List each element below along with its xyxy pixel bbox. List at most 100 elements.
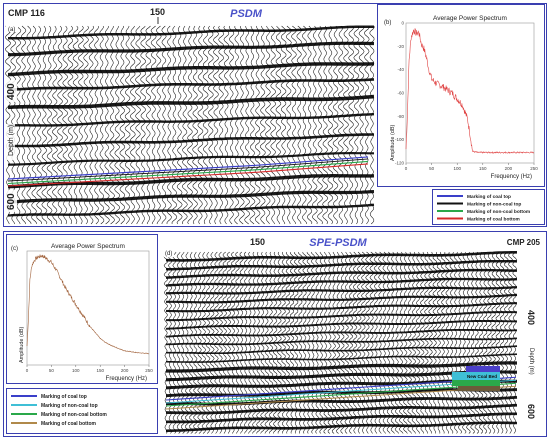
seismic-trace [340,251,345,434]
seismic-trace [419,251,425,434]
cmp-label: CMP 205 [507,238,541,247]
reflector-band [165,286,518,295]
seismic-trace [453,251,458,434]
seismic-trace [356,251,362,434]
reflector-band [165,395,518,406]
spectrum-ylabel: Amplitude (dB) [19,326,25,363]
seismic-trace [483,251,488,434]
seismic-trace [275,25,282,225]
seismic-trace [296,25,302,225]
seismic-trace [352,251,358,434]
seismic-trace [499,251,505,434]
new-coal-bed-low [452,380,500,386]
horizon-non-coal-top [7,158,369,182]
legend-label: Marking of coal top [467,194,511,200]
reflector-band [166,259,518,271]
seismic-trace [311,25,318,225]
seismic-trace [358,25,365,225]
seismic-trace [223,25,230,225]
reflector-band [7,203,375,217]
seismic-trace [181,251,185,434]
ytick-600: 600 [6,193,17,210]
reflector-band [166,361,517,373]
x-tick-label: 100 [72,368,80,373]
x-tick-label: 200 [505,166,513,171]
seismic-trace [135,25,141,225]
seismic-trace [348,25,354,225]
reflector-band [7,174,375,189]
reflector-band [8,25,374,40]
reflector-band [8,113,375,127]
seismic-trace [361,251,366,434]
seismic-trace [343,25,349,225]
y-tick-label: -20 [397,44,404,49]
spectrum-title: Average Power Spectrum [51,243,125,250]
seismic-trace [88,25,94,225]
seismic-trace [181,25,188,225]
reflector-band [165,302,517,313]
legend-label: Marking of non-coal top [467,201,521,207]
seismic-trace [487,251,492,434]
spectrum-b-chart: (b)0 50 100 150 200 2500-20-40-60-80-100-120A… [384,15,538,180]
seismic-trace [244,25,251,225]
seismic-trace [449,251,454,434]
seismic-trace [353,25,360,225]
y-tick-label: -40 [397,67,404,72]
new-coal-bed-mid [452,372,500,380]
top-figure-frame: CMP 116 150 PSDM (a) 400 Depth (m) 600 (b) 0 50 1… [3,3,547,227]
seismic-trace [260,25,266,225]
trace-label: 150 [150,7,165,17]
y-tick-label: -100 [395,137,405,142]
seismic-trace [239,251,244,434]
ytick-400: 400 [526,310,536,325]
spectrum-line [26,254,149,355]
seismic-trace [348,251,354,434]
seismic-trace [104,26,110,225]
legend-label: Marking of non-coal bottom [41,412,107,418]
seismic-trace [294,251,299,434]
seismic-trace [298,251,303,434]
seismic-trace [332,25,339,225]
ytick-bg [5,80,17,102]
seismic-trace [470,251,475,434]
x-tick-label: 250 [145,368,153,373]
seismic-trace [445,252,450,434]
seismic-trace [369,251,375,434]
x-tick-label: 150 [479,166,487,171]
seismic-trace [235,251,240,434]
new-coal-bed-label: New Coal Bed [467,374,497,379]
seismic-trace [336,251,341,434]
panel-letter: (b) [384,20,391,26]
seismic-trace [192,25,198,225]
seismic-trace [280,25,287,225]
seismic-trace [244,251,248,434]
seismic-trace [155,25,162,225]
seismic-trace [228,25,235,225]
seismic-trace [436,251,442,434]
seismic-trace [119,25,126,225]
seismic-trace [386,251,391,434]
x-tick-label: 50 [429,166,435,171]
new-coal-bed-top [466,366,500,372]
seismic-trace [478,251,484,434]
seismic-trace [145,25,152,225]
seismic-trace [291,25,297,225]
seismic-trace [369,25,375,225]
y-tick-label: -60 [397,91,404,96]
x-tick-label: 200 [121,368,129,373]
seismic-trace [364,25,370,225]
horizon-coal-bottom [165,385,517,410]
panel-letter: (c) [11,246,18,252]
seismic-trace [99,25,105,225]
seismic-trace [140,25,146,225]
reflector-band [165,268,517,279]
reflector-band [165,353,518,363]
seismic-trace [226,251,232,434]
plot-area [405,22,535,164]
seismic-trace [503,251,509,434]
seismic-trace [495,251,501,434]
panel-title: PSDM [230,8,263,20]
seismic-trace [129,25,136,225]
x-tick-label: 0 [405,166,408,171]
panel-title: SPE-PSDM [309,237,367,249]
